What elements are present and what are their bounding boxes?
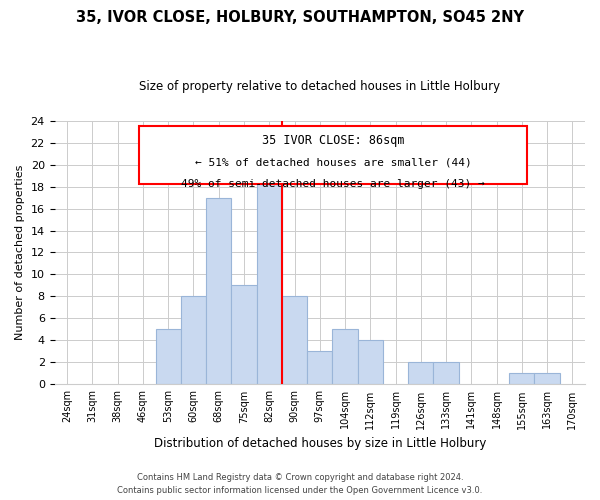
Bar: [232, 286, 257, 384]
Bar: [433, 362, 458, 384]
Text: 35 IVOR CLOSE: 86sqm: 35 IVOR CLOSE: 86sqm: [262, 134, 404, 146]
Text: 35, IVOR CLOSE, HOLBURY, SOUTHAMPTON, SO45 2NY: 35, IVOR CLOSE, HOLBURY, SOUTHAMPTON, SO…: [76, 10, 524, 25]
Bar: [155, 330, 181, 384]
Bar: [257, 164, 282, 384]
Text: ← 51% of detached houses are smaller (44): ← 51% of detached houses are smaller (44…: [194, 158, 472, 168]
Bar: [307, 352, 332, 384]
Text: Contains HM Land Registry data © Crown copyright and database right 2024.
Contai: Contains HM Land Registry data © Crown c…: [118, 473, 482, 495]
Title: Size of property relative to detached houses in Little Holbury: Size of property relative to detached ho…: [139, 80, 500, 93]
Bar: [358, 340, 383, 384]
FancyBboxPatch shape: [139, 126, 527, 184]
Bar: [206, 198, 232, 384]
Bar: [181, 296, 206, 384]
X-axis label: Distribution of detached houses by size in Little Holbury: Distribution of detached houses by size …: [154, 437, 486, 450]
Bar: [509, 374, 535, 384]
Bar: [535, 374, 560, 384]
Y-axis label: Number of detached properties: Number of detached properties: [15, 165, 25, 340]
Bar: [408, 362, 433, 384]
Bar: [282, 296, 307, 384]
Bar: [332, 330, 358, 384]
Text: 49% of semi-detached houses are larger (43) →: 49% of semi-detached houses are larger (…: [181, 178, 485, 188]
